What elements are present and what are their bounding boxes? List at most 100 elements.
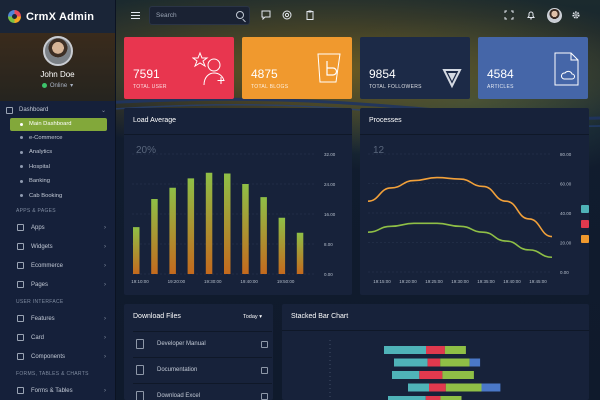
brand[interactable]: CrmX Admin <box>0 0 115 33</box>
bullet-icon <box>20 194 23 198</box>
search-placeholder: Search <box>156 12 177 19</box>
sidebar-item-label: Ecommerce <box>31 262 64 269</box>
sidebar-item-label: Apps <box>31 224 45 231</box>
stacked-bar-segment <box>469 358 481 367</box>
monitor-icon <box>6 106 13 114</box>
series-line <box>367 222 553 259</box>
sidebar-item-label: Main Dashboard <box>29 121 72 127</box>
sidebar-item-label: Dashboard <box>19 107 49 114</box>
download-icon[interactable] <box>261 340 268 348</box>
sidebar-item-label: Widgets <box>31 243 53 250</box>
stat-label: ARTICLES <box>487 84 514 90</box>
sidebar: CrmX Admin John Doe Online ▾ Dashboard ⌄… <box>0 0 116 400</box>
bar <box>205 172 213 274</box>
list-item-label: Developer Manual <box>157 341 206 347</box>
vine-logo-icon <box>442 69 462 89</box>
divider <box>360 134 589 135</box>
forms-icon <box>17 387 24 394</box>
x-tick-label: 19:45:00 <box>529 279 547 284</box>
topbar: Search <box>116 0 600 33</box>
brand-logo-icon <box>8 10 21 23</box>
search-icon[interactable] <box>236 11 244 19</box>
filter-dropdown-label: Today <box>243 314 258 320</box>
stat-card-total-user[interactable]: 7591 TOTAL USER <box>124 37 234 99</box>
bell-icon[interactable] <box>526 10 536 20</box>
hamburger-menu-icon[interactable] <box>131 12 140 19</box>
chevron-down-icon: ▾ <box>70 83 74 89</box>
chevron-right-icon: › <box>104 334 106 341</box>
sidebar-item-label: Banking <box>29 178 50 185</box>
list-item[interactable]: Download Excel <box>133 383 272 400</box>
sidebar-item-components[interactable]: Components › <box>0 347 115 366</box>
y-tick-label: 0.00 <box>560 270 569 275</box>
gear-icon[interactable] <box>571 10 581 20</box>
sidebar-item-widgets[interactable]: Widgets › <box>0 237 115 256</box>
stacked-bar-segment <box>408 383 429 392</box>
sidebar-item-pages[interactable]: Pages › <box>0 275 115 294</box>
stat-card-articles[interactable]: 4584 ARTICLES <box>478 37 588 99</box>
sidebar-item-label: Components <box>31 353 66 360</box>
y-tick-label: 16.00 <box>324 212 336 217</box>
sidebar-section-forms: FORMS, TABLES & CHARTS <box>16 370 89 377</box>
bullet-icon <box>20 150 23 154</box>
tool-swatch-icon[interactable] <box>581 205 589 213</box>
profile-status[interactable]: Online ▾ <box>41 82 74 89</box>
bar <box>133 227 140 274</box>
x-tick-label: 19:30:00 <box>451 279 469 284</box>
y-tick-label: 20.00 <box>560 241 572 246</box>
tool-swatch-icon[interactable] <box>581 220 589 228</box>
stat-card-total-followers[interactable]: 9854 TOTAL FOLLOWERS <box>360 37 470 99</box>
sidebar-item-label: Hospital <box>29 163 50 170</box>
file-icon <box>136 365 144 375</box>
y-tick-label: 32.00 <box>324 152 336 157</box>
stacked-bar-segment <box>440 358 470 367</box>
download-files-panel: Download Files Today ▾ Developer Manual … <box>124 304 273 400</box>
stat-value: 7591 <box>133 67 160 81</box>
at-sign-icon[interactable] <box>282 10 292 20</box>
profile-status-text: Online <box>49 82 68 89</box>
user-avatar[interactable] <box>547 8 562 23</box>
clipboard-icon[interactable] <box>305 10 315 20</box>
bar <box>260 197 267 274</box>
tool-swatch-icon[interactable] <box>581 235 589 243</box>
search-input[interactable]: Search <box>149 6 250 25</box>
sidebar-item-analytics[interactable]: Analytics <box>0 145 115 160</box>
pages-icon <box>17 281 24 288</box>
list-item[interactable]: Developer Manual <box>133 331 272 356</box>
bullet-icon <box>20 136 23 140</box>
sidebar-item-main-dashboard[interactable]: Main Dashboard <box>10 117 107 131</box>
user-star-icon <box>192 51 225 86</box>
chart-watermark-label: 12 <box>373 145 385 156</box>
list-item[interactable]: Documentation <box>133 357 272 382</box>
sidebar-item-card[interactable]: Card › <box>0 328 115 347</box>
features-icon <box>17 315 24 322</box>
brand-name: CrmX Admin <box>26 10 95 23</box>
sidebar-item-banking[interactable]: Banking <box>0 174 115 189</box>
download-icon[interactable] <box>261 366 268 374</box>
filter-dropdown[interactable]: Today ▾ <box>243 314 262 320</box>
download-icon[interactable] <box>261 392 268 400</box>
chevron-right-icon: › <box>104 387 106 394</box>
stacked-bar-panel: Stacked Bar Chart <box>282 304 589 400</box>
stat-card-total-blogs[interactable]: 4875 TOTAL BLOGS <box>242 37 352 99</box>
sidebar-item-hospital[interactable]: Hospital <box>0 160 115 175</box>
sidebar-item-ecommerce[interactable]: e-Commerce <box>0 131 115 146</box>
stacked-bar-segment <box>426 346 445 354</box>
stat-label: TOTAL FOLLOWERS <box>369 84 422 90</box>
sidebar-item-features[interactable]: Features › <box>0 309 115 328</box>
chevron-down-icon: ▾ <box>259 314 262 320</box>
x-tick-label: 19:40:00 <box>240 279 258 284</box>
sidebar-item-dashboard[interactable]: Dashboard ⌄ <box>0 103 115 118</box>
sidebar-item-forms-tables[interactable]: Forms & Tables › <box>0 381 115 400</box>
sidebar-item-cab-booking[interactable]: Cab Booking <box>0 189 115 204</box>
sidebar-nav: Dashboard ⌄ Main Dashboard e-Commerce An… <box>0 101 115 400</box>
profile-name[interactable]: John Doe <box>40 70 75 79</box>
chart-watermark-label: 20% <box>136 145 157 156</box>
sidebar-item-ecommerce-app[interactable]: Ecommerce › <box>0 256 115 275</box>
avatar[interactable] <box>42 36 73 66</box>
chat-icon[interactable] <box>261 10 271 20</box>
fullscreen-icon[interactable] <box>504 10 514 20</box>
file-icon <box>136 391 144 400</box>
bullet-icon <box>20 122 23 126</box>
sidebar-item-apps[interactable]: Apps › <box>0 218 115 237</box>
